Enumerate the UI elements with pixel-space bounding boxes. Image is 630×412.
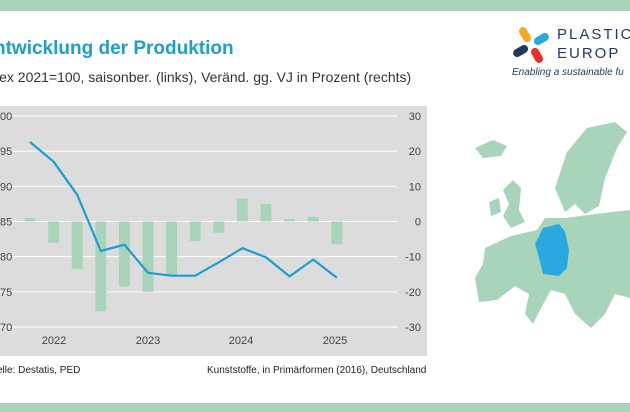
left-tick-label: 80 xyxy=(0,252,12,264)
left-tick-label: 90 xyxy=(0,181,12,193)
bar xyxy=(213,221,225,233)
left-tick-label: 00 xyxy=(0,111,12,123)
bar xyxy=(284,219,296,222)
production-chart: 00 95 90 85 80 75 70 30 20 10 0 -10 -20 -30 2022 2023… xyxy=(0,106,427,356)
source-note: elle: Destatis, PED xyxy=(0,365,81,376)
right-tick-label: -30 xyxy=(405,322,421,334)
right-tick-label: 10 xyxy=(409,181,421,193)
logo-petal-4 xyxy=(513,45,529,57)
logo-petal-1 xyxy=(519,27,531,43)
right-tick-label: -10 xyxy=(405,252,421,264)
left-tick-label: 75 xyxy=(0,287,12,299)
x-tick-label: 2025 xyxy=(323,335,347,347)
logo-petal-3 xyxy=(531,47,543,63)
grid-lines xyxy=(0,115,397,328)
logo-icon xyxy=(513,27,549,63)
right-axis-ticks: 30 20 10 0 -10 -20 -30 xyxy=(405,111,421,334)
right-tick-label: 30 xyxy=(409,111,421,123)
bar xyxy=(71,221,83,269)
chart-subtitle: lex 2021=100, saisonber. (links), Veränd… xyxy=(0,69,412,85)
brand-name-line1: PLASTIC xyxy=(557,26,630,43)
bar xyxy=(142,221,154,292)
iceland-shape xyxy=(475,140,507,158)
left-tick-label: 70 xyxy=(0,322,12,334)
left-tick-label: 95 xyxy=(0,146,12,158)
right-tick-label: 0 xyxy=(415,217,421,229)
scandinavia-shape xyxy=(555,122,627,214)
left-tick-label: 85 xyxy=(0,217,12,229)
x-tick-label: 2022 xyxy=(42,335,66,347)
right-tick-label: -20 xyxy=(405,287,421,299)
bar xyxy=(189,221,201,241)
x-tick-label: 2023 xyxy=(136,335,160,347)
ireland-shape xyxy=(489,198,501,216)
line-series xyxy=(29,141,338,279)
chart-title: ntwicklung der Produktion xyxy=(0,38,234,59)
bar xyxy=(166,221,178,277)
series-note: Kunststoffe, in Primärformen (2016), Deu… xyxy=(207,365,427,376)
bar xyxy=(331,221,343,245)
brand-name-line2: EUROP xyxy=(557,45,621,62)
left-axis-ticks: 00 95 90 85 80 75 70 xyxy=(0,111,12,334)
bar-series xyxy=(24,198,343,312)
logo-petal-2 xyxy=(533,33,549,45)
bar xyxy=(24,217,36,222)
bottom-band xyxy=(0,403,630,412)
brand-tagline: Enabling a sustainable fu xyxy=(512,67,624,78)
bar xyxy=(48,221,60,243)
europe-map-icon xyxy=(475,122,630,328)
x-tick-label: 2024 xyxy=(229,335,253,347)
germany-shape xyxy=(535,224,569,276)
right-tick-label: 20 xyxy=(409,146,421,158)
bar xyxy=(118,221,130,287)
bar xyxy=(307,216,319,222)
x-axis-ticks: 2022 2023 2024 2025 xyxy=(42,335,347,347)
bar xyxy=(260,203,272,222)
uk-shape xyxy=(503,180,525,228)
bar xyxy=(95,221,107,312)
bar xyxy=(236,198,248,222)
top-band xyxy=(0,0,630,11)
